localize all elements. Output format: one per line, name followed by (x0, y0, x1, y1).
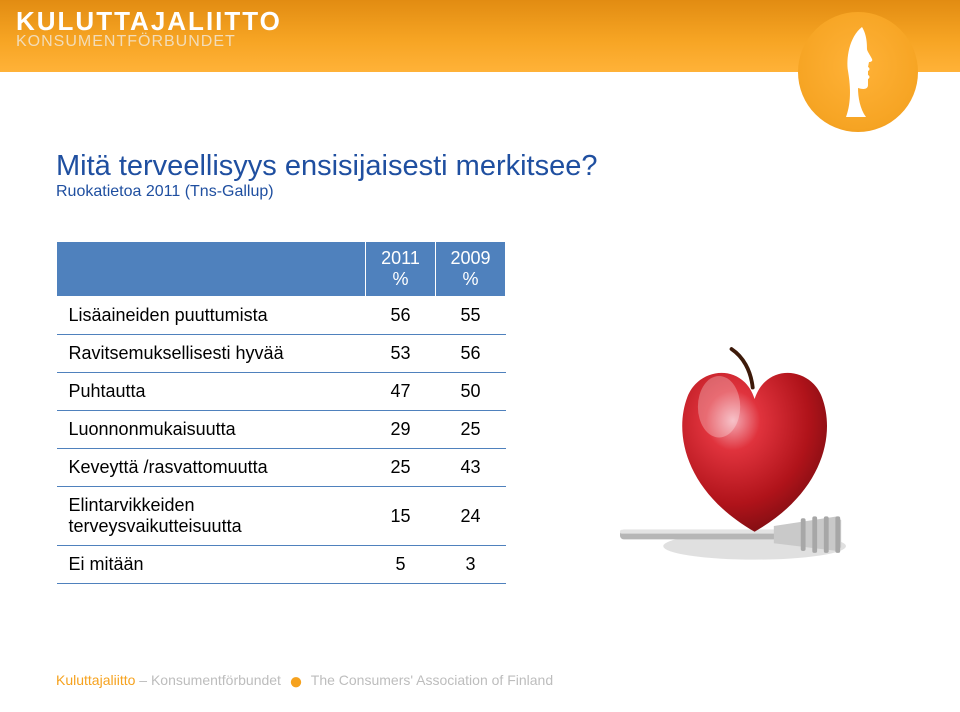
table-row: Ei mitään53 (57, 546, 506, 584)
row-label: Lisäaineiden puuttumista (57, 297, 366, 335)
row-v2011: 25 (366, 449, 436, 487)
brand-sub: KONSUMENTFÖRBUNDET (16, 34, 282, 50)
footer: Kuluttajaliitto – Konsumentförbundet ● T… (56, 664, 553, 692)
row-label: Ravitsemuksellisesti hyvää (57, 335, 366, 373)
row-v2009: 56 (436, 335, 506, 373)
footer-org1: Kuluttajaliitto (56, 672, 135, 688)
footer-org2: Konsumentförbundet (151, 672, 281, 688)
col1-year: 2011 (381, 248, 420, 268)
col2-year: 2009 (450, 248, 490, 268)
table-row: Luonnonmukaisuutta2925 (57, 411, 506, 449)
table-row: Ravitsemuksellisesti hyvää5356 (57, 335, 506, 373)
table-row: Puhtautta4750 (57, 373, 506, 411)
table-header-blank (57, 242, 366, 297)
table-header-col2: 2009 % (436, 242, 506, 297)
apple-heart-image (620, 320, 870, 580)
row-v2009: 25 (436, 411, 506, 449)
row-v2011: 56 (366, 297, 436, 335)
row-v2009: 43 (436, 449, 506, 487)
table-body: Lisäaineiden puuttumista5655 Ravitsemuks… (57, 297, 506, 584)
row-v2011: 5 (366, 546, 436, 584)
row-v2011: 53 (366, 335, 436, 373)
logo-circle-icon (798, 12, 918, 132)
face-silhouette-icon (834, 27, 882, 117)
row-v2009: 24 (436, 487, 506, 546)
row-label: Puhtautta (57, 373, 366, 411)
table-row: Lisäaineiden puuttumista5655 (57, 297, 506, 335)
row-v2011: 29 (366, 411, 436, 449)
row-label: Keveyttä /rasvattomuutta (57, 449, 366, 487)
row-label: Elintarvikkeiden terveysvaikutteisuutta (57, 487, 366, 546)
row-v2011: 47 (366, 373, 436, 411)
col2-unit: % (462, 269, 478, 289)
footer-bullet-icon: ● (289, 668, 304, 695)
table-row: Elintarvikkeiden terveysvaikutteisuutta1… (57, 487, 506, 546)
row-v2009: 3 (436, 546, 506, 584)
page-subtitle: Ruokatietoa 2011 (Tns-Gallup) (56, 183, 904, 201)
brand-logo: KULUTTAJALIITTO KONSUMENTFÖRBUNDET (16, 8, 282, 50)
row-v2009: 55 (436, 297, 506, 335)
page-title: Mitä terveellisyys ensisijaisesti merkit… (56, 150, 904, 183)
row-v2011: 15 (366, 487, 436, 546)
row-label: Ei mitään (57, 546, 366, 584)
col1-unit: % (392, 269, 408, 289)
footer-dash: – (135, 672, 151, 688)
brand-main: KULUTTAJALIITTO (16, 8, 282, 34)
row-v2009: 50 (436, 373, 506, 411)
data-table: 2011 % 2009 % Lisäaineiden puuttumista56… (56, 241, 506, 584)
row-label: Luonnonmukaisuutta (57, 411, 366, 449)
footer-rest: The Consumers' Association of Finland (311, 672, 553, 688)
table-header-row: 2011 % 2009 % (57, 242, 506, 297)
table-header-col1: 2011 % (366, 242, 436, 297)
table-row: Keveyttä /rasvattomuutta2543 (57, 449, 506, 487)
